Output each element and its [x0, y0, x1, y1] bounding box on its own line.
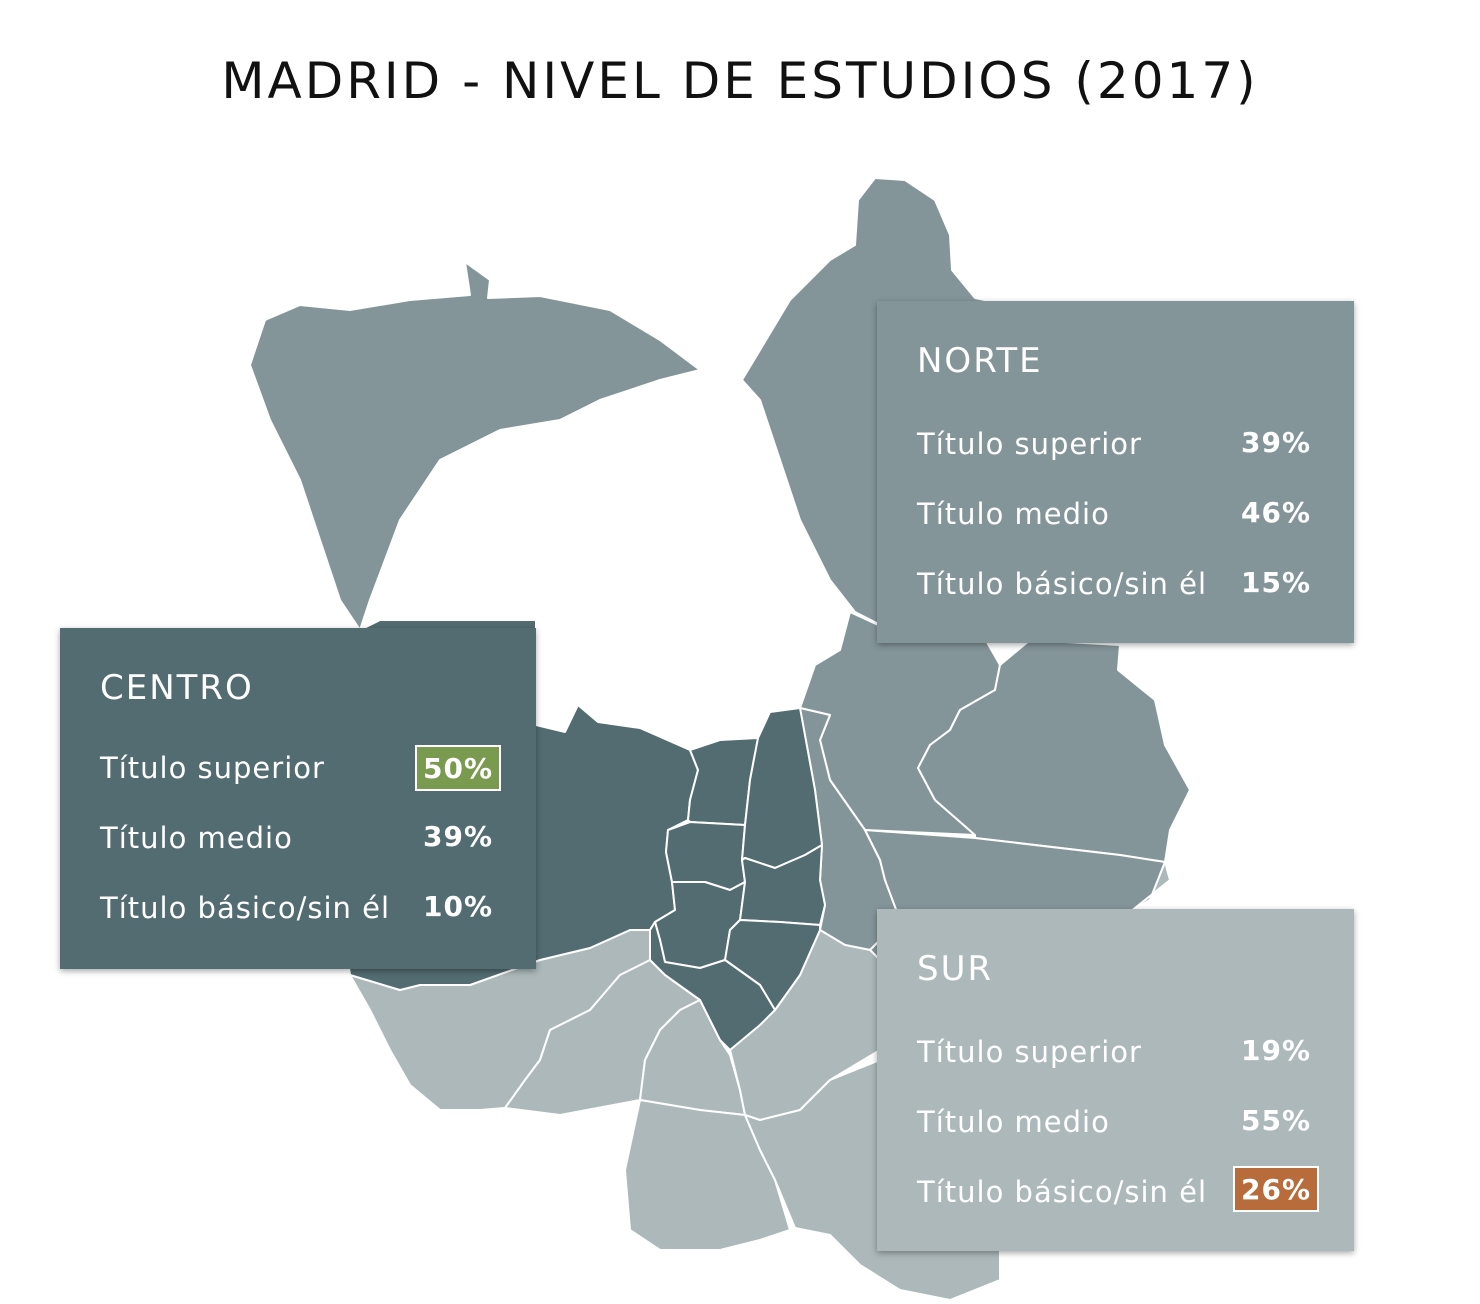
- panel-sur-row-superior: Título superior 19%: [917, 1029, 1317, 1077]
- panel-sur-title: SUR: [917, 949, 994, 989]
- panel-centro-row-basico: Título básico/sin él 10%: [100, 885, 500, 933]
- row-value: 39%: [422, 820, 494, 853]
- district-chamberi: [665, 821, 746, 891]
- panel-norte-row-superior: Título superior 39%: [917, 421, 1317, 469]
- panel-centro-row-superior: Título superior 50%: [100, 745, 501, 793]
- row-label: Título medio: [917, 1105, 1110, 1139]
- district-villaverde: [624, 1099, 791, 1251]
- row-label: Título superior: [917, 1035, 1142, 1069]
- row-label: Título superior: [100, 751, 325, 785]
- highlight-badge-low: 26%: [1233, 1166, 1319, 1212]
- row-label: Título básico/sin él: [917, 1175, 1208, 1209]
- panel-sur-row-basico: Título básico/sin él 26%: [917, 1166, 1319, 1214]
- row-label: Título medio: [917, 497, 1110, 531]
- row-value: 19%: [1240, 1034, 1312, 1067]
- panel-sur-row-medio: Título medio 55%: [917, 1099, 1317, 1147]
- panel-norte-title: NORTE: [917, 341, 1043, 381]
- row-value: 39%: [1240, 426, 1312, 459]
- highlight-badge-high: 50%: [415, 745, 501, 791]
- row-value: 46%: [1240, 496, 1312, 529]
- panel-norte-row-medio: Título medio 46%: [917, 491, 1317, 539]
- row-value: 10%: [422, 890, 494, 923]
- row-label: Título básico/sin él: [917, 567, 1208, 601]
- row-label: Título medio: [100, 821, 293, 855]
- district-salamanca: [739, 844, 826, 926]
- district-arganzuela: [649, 921, 776, 1051]
- panel-centro-row-medio: Título medio 39%: [100, 815, 500, 863]
- panel-sur: SUR Título superior 19% Título medio 55%…: [877, 909, 1354, 1251]
- panel-norte: NORTE Título superior 39% Título medio 4…: [877, 301, 1354, 643]
- panel-centro: CENTRO Título superior 50% Título medio …: [60, 628, 536, 969]
- panel-norte-row-basico: Título básico/sin él 15%: [917, 561, 1317, 609]
- row-value: 55%: [1240, 1104, 1312, 1137]
- row-label: Título superior: [917, 427, 1142, 461]
- row-value: 15%: [1240, 566, 1312, 599]
- map-title: MADRID - NIVEL DE ESTUDIOS (2017): [221, 52, 1259, 110]
- panel-centro-title: CENTRO: [100, 668, 254, 708]
- row-label: Título básico/sin él: [100, 891, 391, 925]
- district-retiro: [724, 919, 821, 1011]
